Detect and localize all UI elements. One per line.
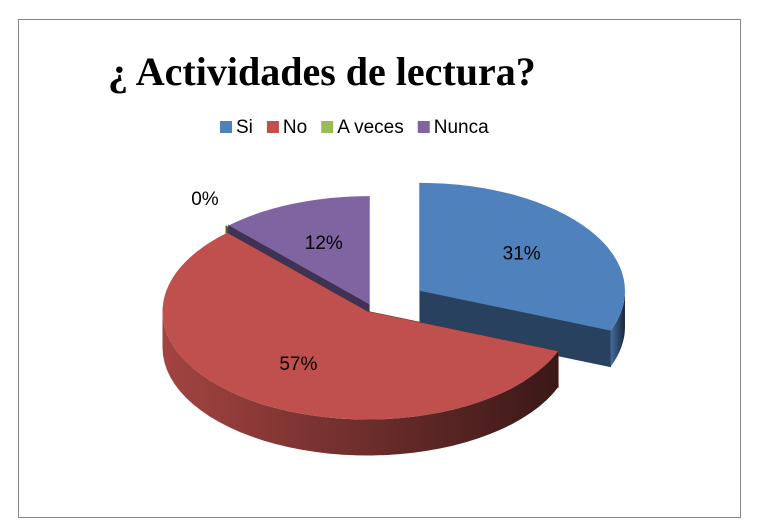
data-label: 31% [503,243,541,264]
legend-label: No [283,117,307,138]
legend: Si No A veces Nunca [220,117,489,138]
legend-label: A veces [337,117,404,138]
data-label: 0% [191,189,219,210]
slice [228,196,370,305]
data-label: 12% [305,233,343,254]
legend-label: Nunca [434,117,489,138]
chart-title: ¿ Actividades de lectura? [108,49,536,94]
legend-swatch [321,121,334,133]
slice-tops [162,182,625,420]
slice [419,182,625,331]
slice-side [162,311,559,456]
slice [162,232,559,420]
data-labels: 31% 57% 0% 12% [191,189,541,375]
legend-swatch [266,121,279,133]
legend-swatch [417,121,430,133]
legend-swatch [220,121,232,133]
legend-label: Si [236,117,253,138]
data-label: 57% [279,354,317,375]
slice-side [610,290,625,367]
